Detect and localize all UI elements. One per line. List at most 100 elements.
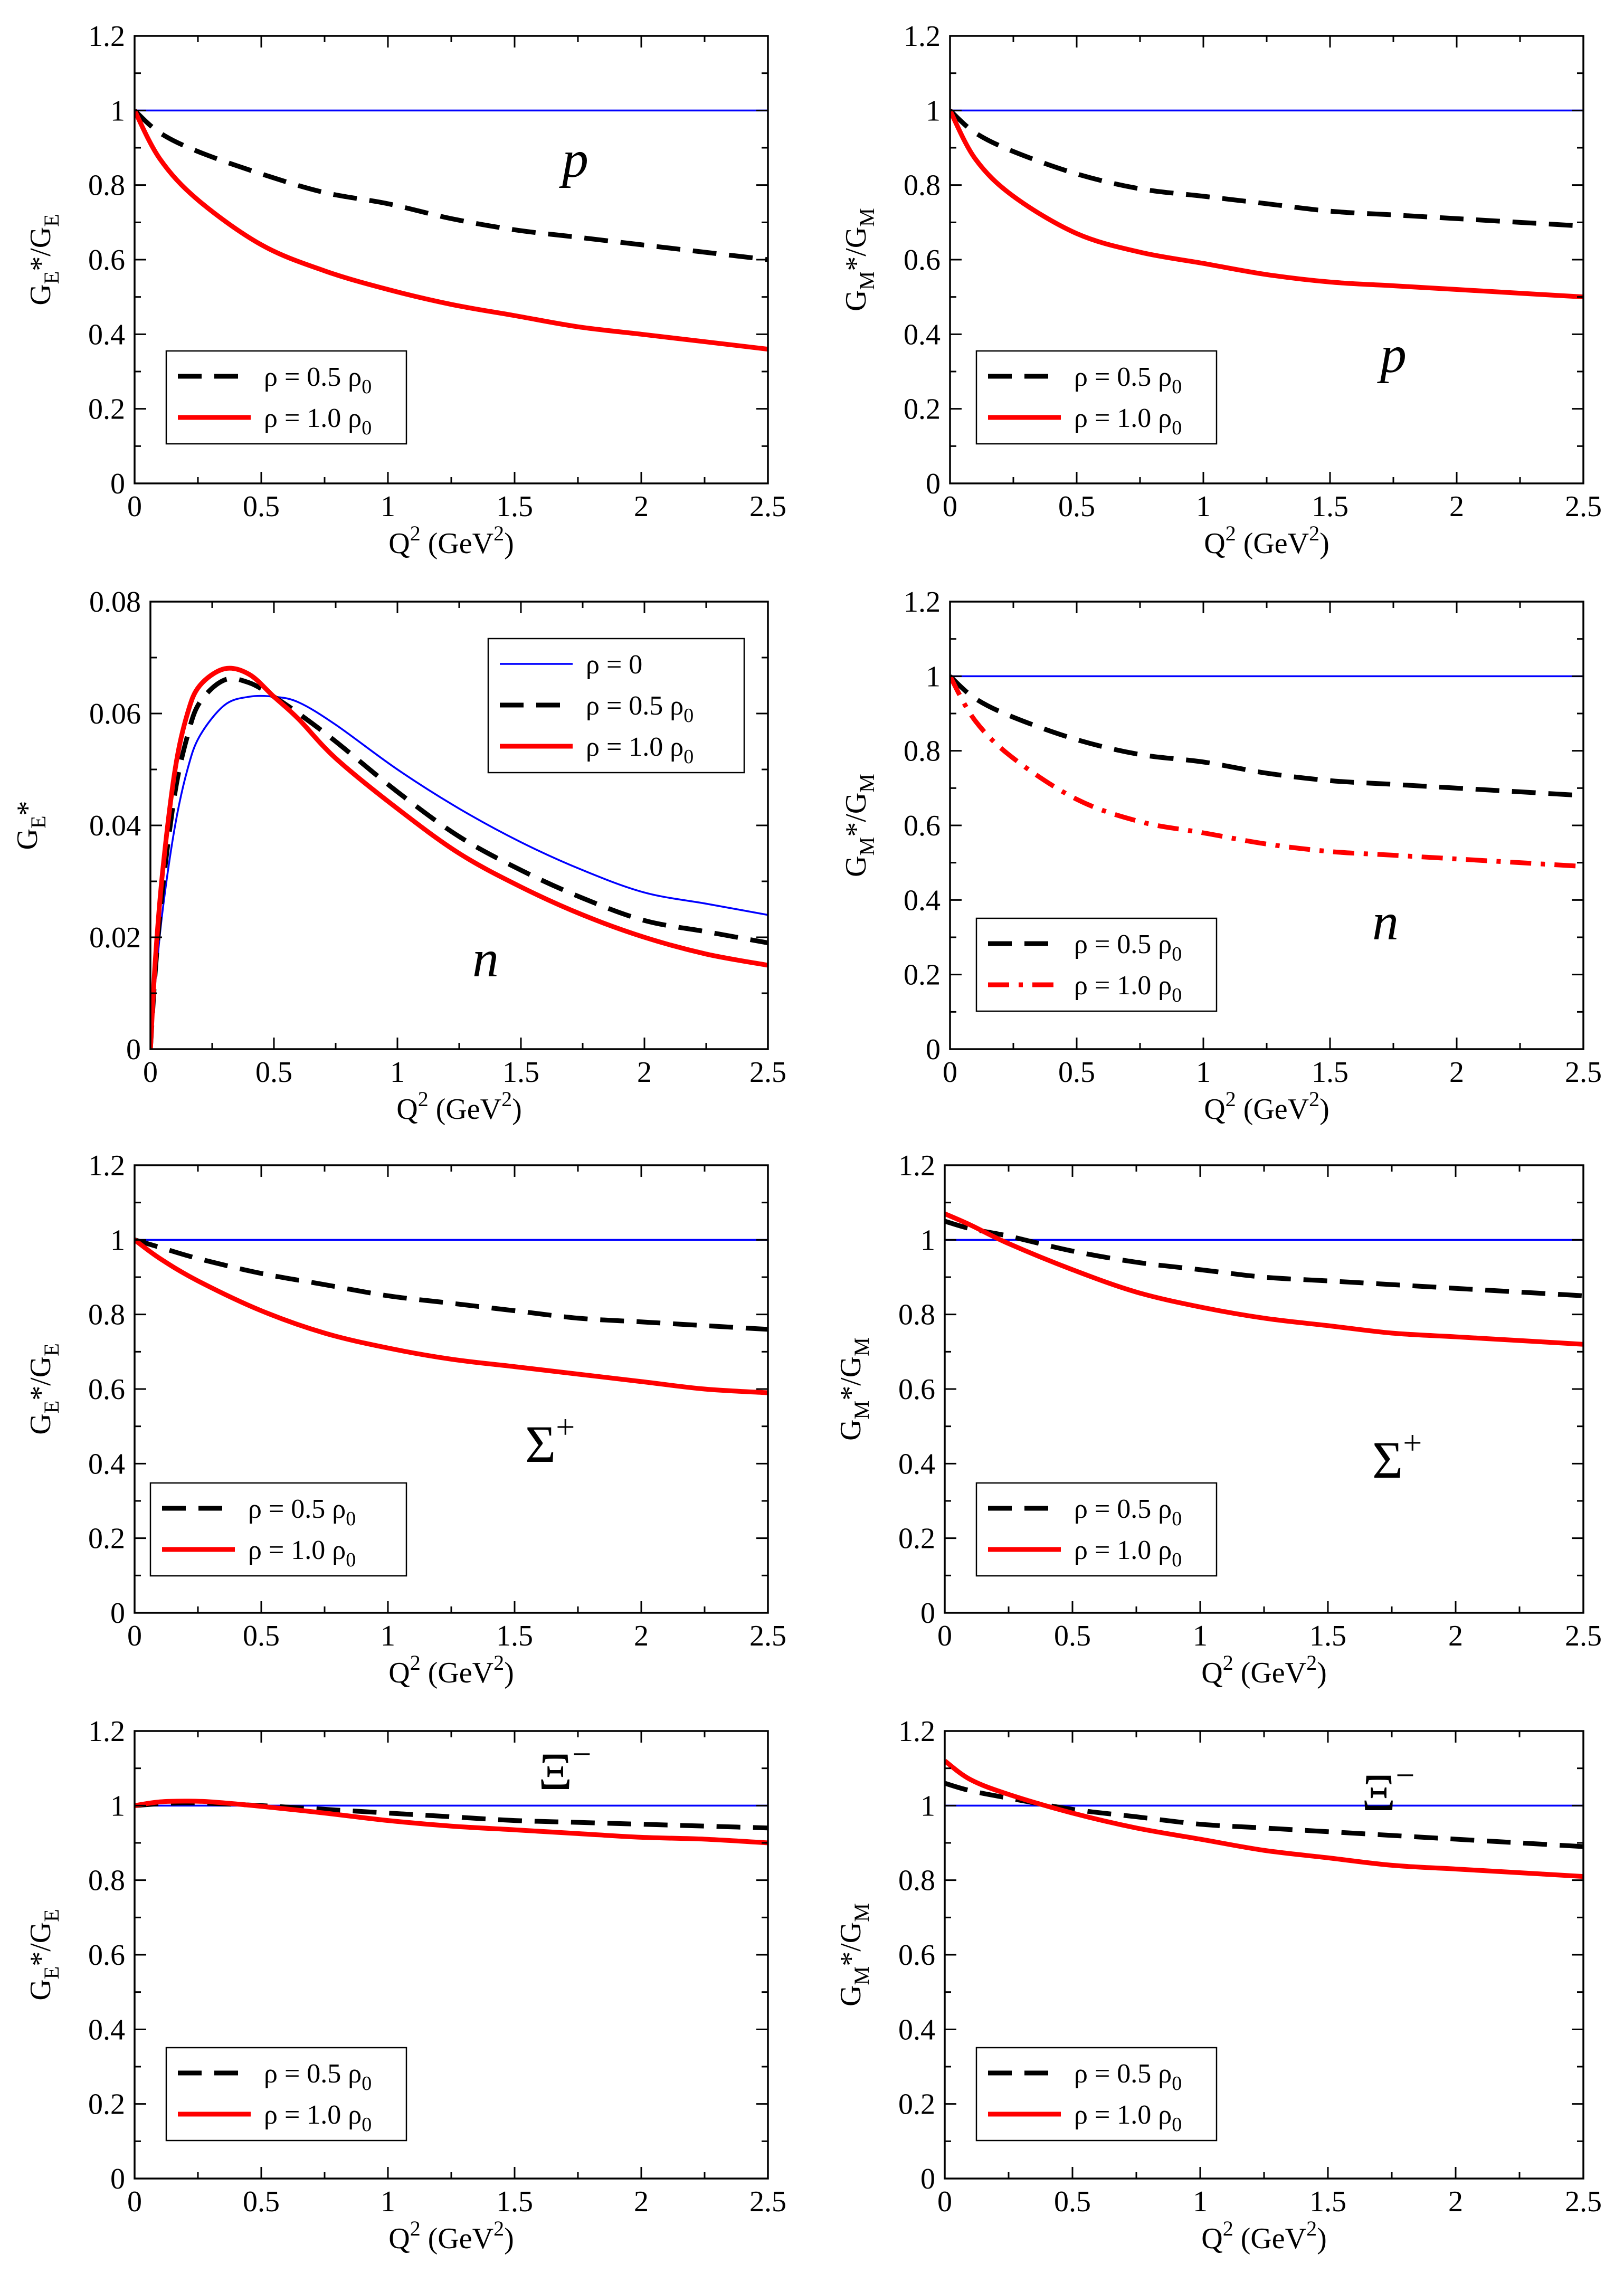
y-axis-label: GM*/GM: [840, 208, 879, 311]
x-tick-label: 2.5: [1565, 2185, 1602, 2218]
x-tick-label: 0: [943, 1056, 957, 1089]
x-axis-label: Q2 (GeV2): [1204, 1087, 1329, 1126]
series-line-solid-red: [135, 1799, 768, 1846]
legend-subscript: 0: [362, 2072, 372, 2095]
y-tick-label: 0.2: [88, 393, 125, 426]
y-tick-label: 0: [926, 468, 941, 500]
series-line-solid-red: [135, 1238, 768, 1395]
particle-label: Ξ−: [1362, 1756, 1414, 1822]
x-tick-label: 1.5: [502, 1056, 539, 1089]
y-tick-label: 0: [920, 2163, 935, 2195]
y-tick-label: 1.2: [88, 1715, 125, 1748]
particle-label: p: [559, 130, 588, 188]
x-tick-label: 2.5: [749, 2185, 786, 2218]
x-tick-label: 2: [1448, 1620, 1463, 1652]
panel-xi-GM: 0 0.5 1 1.5 2 2.5 0 0.2 0.4 0.6 0.8 1 1.2 Q2 (GeV2) GM…: [834, 1715, 1602, 2255]
x-tick-label: 0.5: [243, 2185, 280, 2218]
y-tick-label: 0.6: [904, 810, 941, 842]
x-tick-label: 0.5: [243, 1620, 280, 1652]
x-tick-label: 0: [127, 1620, 142, 1652]
x-tick-label: 0: [943, 490, 957, 523]
legend-entry: ρ = 0.5 ρ0: [1074, 362, 1182, 398]
legend-subscript: 0: [1172, 2114, 1182, 2136]
y-tick-label: 0.04: [89, 810, 141, 842]
x-tick-label: 0.5: [243, 490, 280, 523]
series-line-thin-blue: [150, 695, 768, 1049]
y-tick-label: 0: [926, 1033, 941, 1066]
legend-subscript: 0: [362, 417, 372, 439]
x-axis-label: Q2 (GeV2): [1204, 521, 1329, 560]
x-tick-label: 2.5: [1565, 1620, 1602, 1652]
y-tick-label: 0.2: [898, 2088, 935, 2121]
legend-entry: ρ = 0.5 ρ0: [1074, 2059, 1182, 2095]
y-tick-label: 0.8: [88, 169, 125, 202]
legend-subscript: 0: [1172, 417, 1182, 439]
x-tick-label: 0: [127, 2185, 142, 2218]
particle-label: Σ+: [525, 1408, 575, 1473]
y-tick-label: 1: [110, 94, 125, 127]
legend-label: ρ = 1.0 ρ: [1074, 2100, 1172, 2130]
x-tick-label: 2.5: [1565, 490, 1602, 523]
x-axis-label: Q2 (GeV2): [388, 2217, 514, 2255]
legend-label: ρ = 0.5 ρ: [1074, 929, 1172, 959]
x-tick-label: 2.5: [749, 1620, 786, 1652]
legend-subscript: 0: [1172, 376, 1182, 398]
legend-entry: ρ = 1.0 ρ0: [264, 2100, 372, 2136]
x-tick-label: 2.5: [749, 1056, 786, 1089]
y-tick-label: 1.2: [904, 20, 941, 53]
y-tick-label: 0.8: [898, 1299, 935, 1332]
y-tick-label: 0.4: [904, 884, 941, 917]
y-tick-label: 1.2: [898, 1715, 935, 1748]
y-axis-label: GE*: [11, 801, 50, 850]
x-tick-label: 0.5: [1054, 2185, 1091, 2218]
legend-entry: ρ = 1.0 ρ0: [264, 403, 372, 439]
y-tick-label: 1: [110, 1224, 125, 1257]
y-tick-label: 0.2: [88, 2088, 125, 2121]
x-axis-label: Q2 (GeV2): [388, 521, 514, 560]
y-tick-label: 0: [110, 468, 125, 500]
x-tick-label: 1.5: [1312, 490, 1348, 523]
x-tick-label: 2: [1449, 490, 1464, 523]
y-axis-label: GM*/GM: [840, 774, 879, 877]
x-tick-label: 0: [937, 2185, 952, 2218]
y-tick-label: 0: [110, 1597, 125, 1630]
x-tick-label: 1: [381, 490, 395, 523]
x-tick-label: 0.5: [255, 1056, 292, 1089]
x-axis-label: Q2 (GeV2): [1201, 1651, 1327, 1689]
particle-charge: +: [1403, 1424, 1422, 1461]
series-line-solid-red: [135, 109, 768, 352]
particle-label: Σ+: [1372, 1424, 1422, 1489]
x-tick-label: 2.5: [1565, 1056, 1602, 1089]
x-tick-label: 1: [1193, 1620, 1208, 1652]
y-axis-label: GE*/GE: [24, 214, 63, 305]
x-tick-label: 1.5: [1312, 1056, 1348, 1089]
x-tick-label: 1.5: [496, 2185, 533, 2218]
x-tick-label: 2: [634, 490, 649, 523]
legend-box: [975, 917, 1218, 1012]
legend: ρ = 0.5 ρ0 ρ = 1.0 ρ0: [975, 2047, 1218, 2142]
legend-subscript: 0: [362, 2114, 372, 2136]
y-tick-label: 0.02: [89, 921, 141, 954]
legend-label: ρ = 0.5 ρ: [264, 2059, 362, 2089]
legend-label: ρ = 0.5 ρ: [264, 362, 362, 392]
y-axis-label: GE*/GE: [24, 1909, 63, 2000]
legend-subscript: 0: [346, 1508, 356, 1530]
y-tick-label: 0.4: [898, 2013, 935, 2046]
particle-symbol: n: [1372, 892, 1399, 951]
y-tick-label: 0.4: [88, 2013, 125, 2046]
legend-label: ρ = 1.0 ρ: [1074, 403, 1172, 433]
y-tick-label: 1: [926, 660, 941, 693]
legend-box: [165, 350, 407, 445]
legend-entry: ρ = 1.0 ρ0: [1074, 1535, 1182, 1571]
particle-symbol: Ξ: [538, 1742, 572, 1801]
y-tick-label: 0.2: [88, 1523, 125, 1555]
x-tick-label: 1: [390, 1056, 405, 1089]
panel-p-GE: 0 0.5 1 1.5 2 2.5 0 0.2 0.4 0.6 0.8 1 1.2 Q2 (GeV2) GE…: [24, 20, 786, 560]
x-tick-label: 0.5: [1054, 1620, 1091, 1652]
panel-xi-GE: 0 0.5 1 1.5 2 2.5 0 0.2 0.4 0.6 0.8 1 1.2 Q2 (GeV2) GE…: [24, 1715, 786, 2255]
legend-label: ρ = 1.0 ρ: [1074, 971, 1172, 1001]
legend-box: [975, 2047, 1218, 2142]
particle-label: n: [1372, 892, 1399, 951]
y-tick-label: 1: [920, 1790, 935, 1822]
legend-entry: ρ = 0.5 ρ0: [1074, 1494, 1182, 1530]
